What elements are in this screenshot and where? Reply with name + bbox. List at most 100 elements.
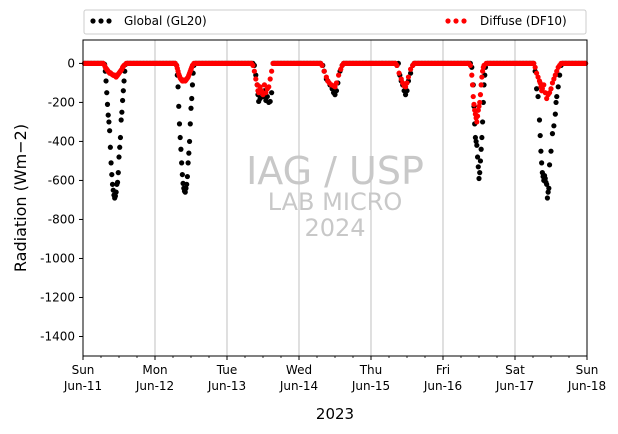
y-tick-label: -1400 [40,329,75,343]
global-point [108,160,114,166]
diffuse-point [257,84,263,90]
global-point [474,142,480,148]
diffuse-point [261,82,268,88]
diffuse-point [336,72,342,78]
diffuse-point [531,60,537,67]
global-point [557,72,563,78]
diffuse-point [408,66,414,72]
y-tick-label: -400 [48,134,75,148]
diffuse-point [269,68,275,74]
global-point [264,93,270,100]
y-axis: 0 -200 -400 -600 -800 -1000 -1200 -1400 [40,56,83,343]
global-point [551,123,557,129]
global-point [473,138,479,145]
diffuse-point [476,103,482,109]
diffuse-point [539,86,545,92]
global-point [121,78,127,84]
global-point [477,158,484,164]
global-point [117,134,124,141]
diffuse-point [552,72,558,78]
diffuse-point [474,119,480,125]
x-tick-date: Jun-18 [567,379,606,393]
global-point [546,162,553,168]
legend-marker-diffuse [445,18,467,24]
global-point [404,88,410,94]
global-point [117,144,123,150]
global-point [106,119,112,125]
y-tick-label: -600 [48,173,75,187]
legend: Global (GL20) Diffuse (DF10) [83,9,587,35]
y-tick-label: -800 [48,212,75,226]
diffuse-point [258,88,265,94]
diffuse-point [338,66,344,72]
global-point [555,84,561,90]
global-point [548,148,554,154]
diffuse-point [172,60,178,67]
global-point [114,179,121,185]
global-point [408,70,414,76]
global-point [332,92,338,98]
x-tick-day: Thu [359,363,383,377]
diffuse-point [267,76,273,82]
diffuse-point [263,90,269,96]
global-point [183,185,189,191]
global-point [546,185,552,191]
x-tick-day: Sun [72,363,95,377]
global-point [535,93,541,100]
diffuse-point [470,93,476,100]
legend-label-diffuse: Diffuse (DF10) [480,14,567,28]
x-tick-date: Jun-11 [63,379,102,393]
global-point [182,189,188,195]
diffuse-point [332,84,338,90]
x-gridlines [154,40,516,356]
global-point [103,78,109,84]
diffuse-point [475,107,481,113]
diffuse-point [535,74,541,80]
diffuse-point [474,113,481,119]
diffuse-point [554,68,560,74]
global-point [107,128,113,134]
diffuse-point [405,74,412,80]
diffuse-point [478,82,484,88]
x-tick-date: Jun-16 [423,379,462,393]
diffuse-point [318,60,324,67]
global-point [185,160,191,166]
global-point [480,99,486,106]
global-point [475,164,481,170]
global-point [545,189,551,195]
global-point [112,193,118,199]
diffuse-point [404,80,410,86]
global-point [189,95,195,102]
global-point [113,189,119,195]
global-point [537,132,543,139]
global-point [109,181,116,187]
diffuse-point [477,92,484,98]
global-point [549,131,556,137]
x-tick-day: Sat [505,363,525,377]
diffuse-point [480,68,486,74]
diffuse-point [469,82,476,88]
x-tick-day: Tue [216,363,238,377]
global-point [186,150,192,156]
diffuse-point [392,60,399,67]
global-point [267,98,273,105]
diffuse-point [251,68,257,74]
x-tick-day: Fri [436,363,450,377]
diffuse-point [469,72,475,78]
global-point [187,121,193,127]
y-axis-label: Radiation (Wm−2) [11,124,30,272]
diffuse-point [100,60,106,67]
x-tick-date: Jun-15 [351,379,390,393]
diffuse-point [534,70,540,76]
diffuse-point [472,107,478,113]
global-point [402,92,409,98]
diffuse-point [549,80,556,86]
global-point [333,88,340,94]
x-tick-day: Mon [142,363,167,377]
x-tick-date: Jun-14 [279,379,318,393]
global-point [544,195,551,201]
global-point [536,117,543,123]
watermark: IAG / USP LAB MICRO 2024 [246,149,424,242]
diffuse-point [253,76,259,82]
